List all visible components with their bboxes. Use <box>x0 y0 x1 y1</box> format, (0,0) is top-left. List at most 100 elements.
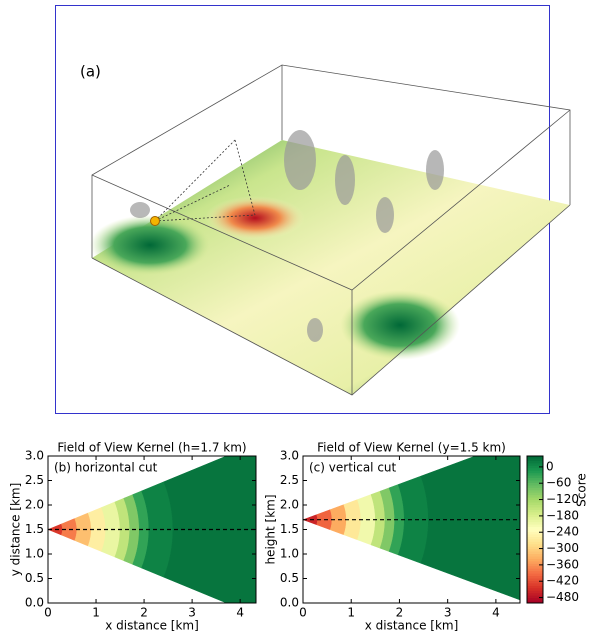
colorbar-segment <box>527 487 543 491</box>
colorbar-tick-label: −360 <box>546 557 579 571</box>
colorbar-segment <box>527 460 543 464</box>
colorbar-segment <box>527 598 543 602</box>
colorbar-segment <box>527 485 543 489</box>
kernel-hotspot <box>205 196 305 240</box>
y-tick-label: 3.0 <box>25 449 44 463</box>
colorbar-tick-label: 0 <box>546 459 554 473</box>
colorbar-segment <box>527 524 543 528</box>
y-tick-label: 1.0 <box>25 547 44 561</box>
colorbar-segment <box>527 544 543 548</box>
colorbar-tick-label: −420 <box>546 574 579 588</box>
colorbar-segment <box>527 588 543 592</box>
colorbar-segment <box>527 563 543 567</box>
colorbar-segment <box>527 573 543 577</box>
colorbar-segment <box>527 561 543 565</box>
colorbar-tick-label: −120 <box>546 492 579 506</box>
colorbar-segment <box>527 556 543 560</box>
colorbar-segment <box>527 585 543 589</box>
colorbar-segment <box>527 590 543 594</box>
y-tick-label: 0.5 <box>25 571 44 585</box>
colorbar-segment <box>527 468 543 472</box>
y-tick-label: 1.0 <box>280 547 299 561</box>
colorbar-segment <box>527 529 543 533</box>
x-tick-label: 4 <box>492 606 500 620</box>
colorbar-segment <box>527 507 543 511</box>
colorbar-frame <box>526 455 544 604</box>
colorbar-segment <box>527 566 543 570</box>
colorbar-tick-label: −300 <box>546 541 579 555</box>
colorbar-tick-label: −240 <box>546 525 579 539</box>
colorbar-segment <box>527 546 543 550</box>
panel-label: (a) <box>80 63 101 81</box>
colorbar-tick-label: −480 <box>546 590 579 604</box>
colorbar-segment <box>527 463 543 467</box>
x-axis-label: x distance [km] <box>365 619 459 633</box>
colorbar-segment <box>527 470 543 474</box>
colorbar-segment <box>527 465 543 469</box>
colorbar-segment <box>527 456 543 459</box>
colorbar-segment <box>527 554 543 557</box>
colorbar-segment <box>527 600 543 604</box>
colorbar-segment <box>527 500 543 504</box>
ground-plane <box>92 140 570 395</box>
colorbar-label: Score <box>575 473 589 507</box>
colorbar-segment <box>527 527 543 530</box>
bounding-box <box>91 64 571 396</box>
colorbar-segment <box>527 541 543 545</box>
y-tick-label: 2.0 <box>25 498 44 512</box>
colorbar-segment <box>527 580 543 584</box>
colorbar-tick-label: −180 <box>546 508 579 522</box>
y-axis-label: height [km] <box>264 494 278 564</box>
y-tick-label: 1.5 <box>280 522 299 536</box>
colorbar-segment <box>527 478 543 481</box>
colorbar-segment <box>527 536 543 540</box>
y-tick-label: 0.0 <box>25 596 44 610</box>
colorbar-segment <box>527 490 543 494</box>
colorbar-segment <box>527 514 543 518</box>
colorbar-segment <box>527 571 543 575</box>
annotation: (b) horizontal cut <box>54 461 158 475</box>
colorbar-segment <box>527 517 543 521</box>
view-cone <box>154 139 256 222</box>
sensor <box>150 216 160 226</box>
kernel-low <box>90 215 210 275</box>
colorbar-segment <box>527 583 543 587</box>
colorbar-segment <box>527 519 543 523</box>
y-tick-label: 0.0 <box>280 596 299 610</box>
chart-title: Field of View Kernel (h=1.7 km) <box>57 441 246 455</box>
y-tick-label: 0.5 <box>280 571 299 585</box>
x-tick-label: 1 <box>92 606 100 620</box>
colorbar-segment <box>527 492 543 496</box>
heatmap <box>303 456 520 601</box>
colorbar-segment <box>527 593 543 597</box>
colorbar-segment <box>527 497 543 501</box>
y-tick-label: 2.5 <box>25 473 44 487</box>
colorbar-segment <box>527 495 543 499</box>
colorbar-segment <box>527 522 543 526</box>
colorbar-segment <box>527 595 543 599</box>
x-tick-label: 2 <box>396 606 404 620</box>
x-tick-label: 1 <box>347 606 355 620</box>
annotation: (c) vertical cut <box>309 461 397 475</box>
colorbar-segment <box>527 534 543 538</box>
colorbar-segment <box>527 558 543 562</box>
colorbar-segment <box>527 473 543 477</box>
y-tick-label: 2.5 <box>280 473 299 487</box>
colorbar-segment <box>527 549 543 553</box>
colorbar-segment <box>527 551 543 555</box>
y-tick-label: 1.5 <box>25 522 44 536</box>
colorbar-segment <box>527 568 543 572</box>
x-tick-label: 0 <box>299 606 307 620</box>
y-tick-label: 3.0 <box>280 449 299 463</box>
colorbar-segment <box>527 482 543 486</box>
colorbar-segment <box>527 539 543 543</box>
colorbar-tick-label: −60 <box>546 476 571 490</box>
colorbar-segment <box>527 480 543 484</box>
colorbar-segment <box>527 531 543 535</box>
colorbar-segment <box>527 458 543 462</box>
x-tick-label: 2 <box>140 606 148 620</box>
colorbar-segment <box>527 475 543 479</box>
colorbar-segment <box>527 578 543 582</box>
